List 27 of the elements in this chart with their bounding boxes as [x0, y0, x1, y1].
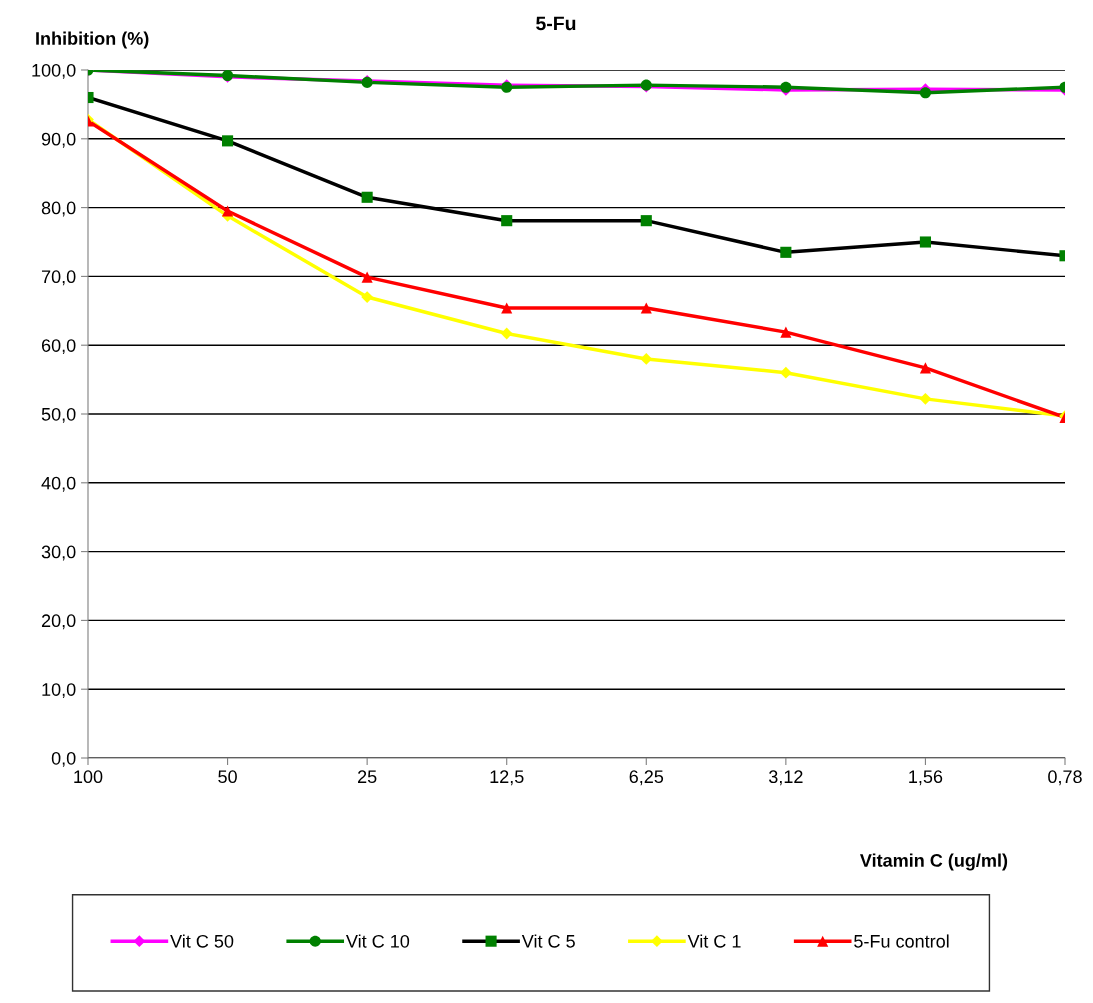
y-tick-label: 0,0: [51, 751, 76, 767]
y-tick-label: 90,0: [41, 132, 76, 148]
chart-title: 5-Fu: [536, 16, 576, 31]
x-tick-label: 100: [74, 770, 103, 784]
y-tick-label: 70,0: [41, 270, 76, 286]
y-tick-label: 100,0: [32, 63, 76, 79]
y-tick-label: 20,0: [41, 614, 76, 630]
y-tick-label: 30,0: [41, 545, 76, 561]
y-axis-title: Inhibition (%): [36, 31, 149, 49]
x-tick-label: 1,56: [909, 770, 943, 786]
x-tick-label: 3,12: [768, 770, 803, 786]
y-tick-label: 40,0: [41, 476, 76, 492]
legend-label: 5-Fu control: [854, 934, 949, 948]
legend-label: Vit C 10: [345, 934, 410, 948]
legend-label: Vit C 1: [687, 934, 741, 948]
x-axis-title: Vitamin C (ug/ml): [859, 853, 1008, 871]
x-tick-label: 0,78: [1048, 770, 1082, 786]
legend-label: Vit C 5: [521, 934, 575, 948]
y-tick-label: 10,0: [42, 683, 76, 699]
y-tick-label: 60,0: [41, 339, 76, 355]
x-tick-label: 50: [218, 770, 237, 784]
y-tick-label: 80,0: [41, 201, 76, 217]
x-tick-label: 6,25: [629, 770, 664, 786]
y-tick-label: 50,0: [41, 407, 76, 423]
legend-label: Vit C 50: [170, 934, 234, 948]
x-tick-label: 12,5: [490, 770, 524, 786]
x-tick-label: 25: [358, 770, 377, 784]
